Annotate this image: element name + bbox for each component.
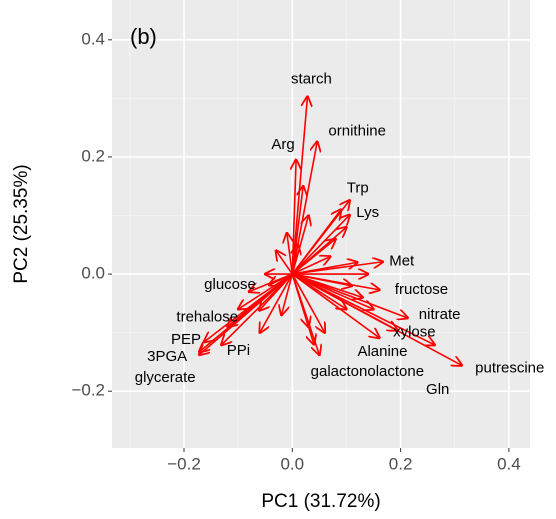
loading-arrow [291, 239, 335, 275]
loading-arrow [292, 273, 352, 286]
loading-arrow [281, 273, 294, 315]
arrow-label: Trp [347, 179, 369, 196]
x-tick-label: 0.0 [280, 454, 304, 473]
y-tick-label: 0.4 [81, 29, 105, 48]
loading-arrow [221, 273, 293, 345]
loading-arrow [291, 273, 324, 333]
loading-arrow [238, 273, 293, 309]
arrow-label: starch [291, 71, 332, 88]
loading-arrow [292, 273, 407, 318]
x-tick-label: −0.2 [167, 454, 201, 473]
x-tick-label: 0.2 [389, 454, 413, 473]
arrow-label: putrescine [475, 359, 544, 376]
panel-label: (b) [130, 24, 157, 49]
arrow-label: fructose [395, 281, 448, 298]
y-tick-label: 0.0 [81, 264, 105, 283]
loading-arrow [291, 273, 373, 309]
loading-arrow [292, 273, 362, 297]
arrow-label: Lys [356, 204, 379, 221]
arrow-label: PEP [171, 331, 201, 348]
arrow-label: Met [389, 253, 415, 270]
arrow-label: xylose [393, 323, 436, 340]
y-tick-label: −0.2 [71, 381, 105, 400]
arrow-label: Alanine [357, 343, 407, 360]
arrow-label: 3PGA [147, 348, 187, 365]
loading-arrow [291, 186, 303, 275]
arrow-label: glycerate [135, 369, 196, 386]
loading-arrow [292, 245, 297, 275]
y-axis-title: PC2 (25.35%) [11, 164, 32, 283]
arrow-label: ornithine [328, 123, 386, 140]
loading-arrow [260, 273, 294, 333]
loading-arrow [291, 273, 308, 327]
loading-arrow [291, 273, 346, 309]
panel [112, 0, 530, 448]
arrow-label: glucose [204, 276, 256, 293]
loading-arrow [291, 210, 341, 275]
loading-arrow [291, 273, 461, 365]
loading-arrow [276, 251, 293, 275]
arrow-label: Gln [426, 381, 449, 398]
x-axis-title: PC1 (31.72%) [261, 491, 380, 512]
loading-arrow [249, 273, 293, 292]
loading-arrow [292, 262, 357, 275]
arrow-label: Arg [271, 136, 294, 153]
arrow-label: nitrate [419, 306, 461, 323]
loading-arrow [287, 233, 292, 275]
loading-arrow [291, 215, 349, 275]
loading-arrow [291, 257, 330, 275]
loading-arrow [227, 273, 293, 327]
y-tick-label: 0.2 [81, 146, 105, 165]
arrow-label: galactonolactone [311, 363, 424, 380]
arrow-label: PPi [227, 342, 250, 359]
arrow-label: trehalose [176, 308, 238, 325]
x-tick-label: 0.4 [497, 454, 521, 473]
